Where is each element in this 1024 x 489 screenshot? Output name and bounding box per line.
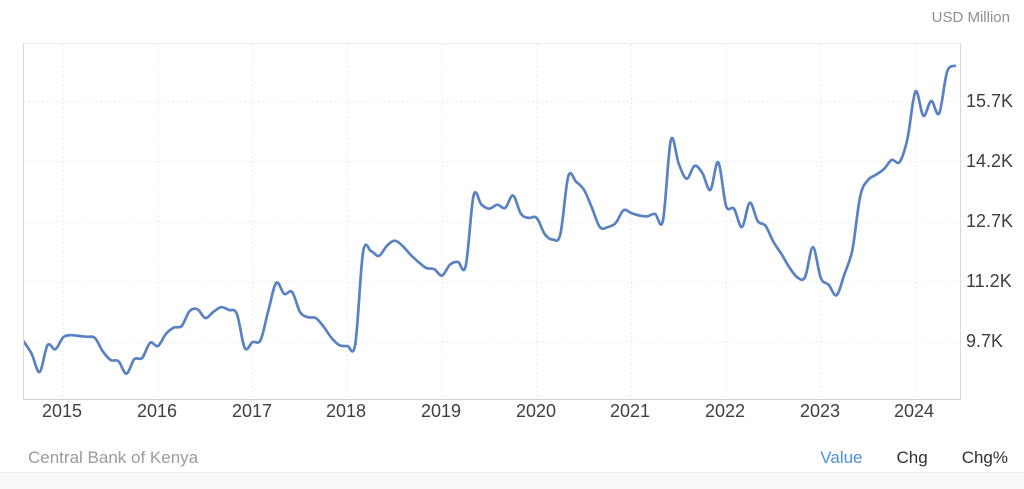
x-tick-label: 2022 [704,401,746,421]
tab-chg-percent[interactable]: Chg% [961,448,1008,467]
x-tick-label: 2019 [420,401,462,421]
x-tick-label: 2015 [41,401,83,421]
x-tick-label: 2020 [515,401,557,421]
value-series-line [24,64,957,375]
x-tick-label: 2021 [609,401,651,421]
y-tick-label: 15.7K [966,91,1014,111]
bottom-strip [0,472,1024,489]
x-tick-label: 2024 [893,401,935,421]
y-tick-label: 14.2K [966,151,1014,171]
y-tick-label: 9.7K [966,331,1004,351]
y-tick-label: 12.7K [966,211,1014,231]
x-tick-label: 2018 [325,401,367,421]
horizontal-gridlines [24,101,960,343]
tab-chg[interactable]: Chg [896,448,928,467]
x-tick-label: 2017 [231,401,273,421]
reserves-line-chart[interactable] [23,43,961,400]
footer-tabs: Value Chg Chg% [820,448,1008,468]
x-tick-label: 2023 [799,401,841,421]
source-label: Central Bank of Kenya [28,448,199,467]
x-tick-label: 2016 [136,401,178,421]
vertical-gridlines [62,44,916,399]
tab-value[interactable]: Value [820,448,863,467]
chart-canvas[interactable] [24,44,960,399]
y-tick-label: 11.2K [966,271,1012,291]
unit-label: USD Million [931,9,1010,26]
